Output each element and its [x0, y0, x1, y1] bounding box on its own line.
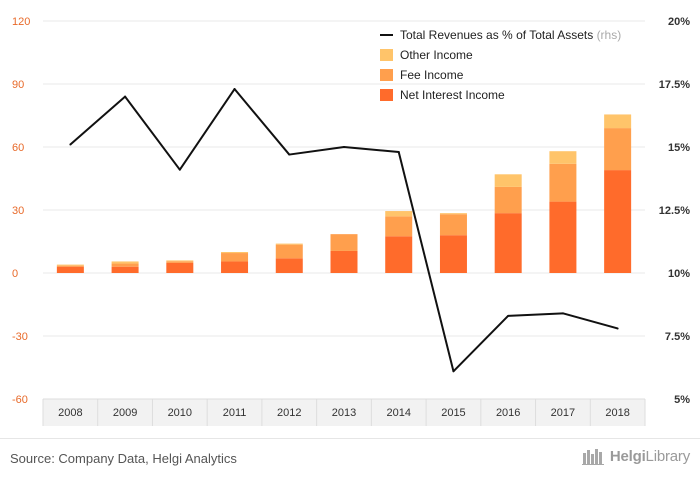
x-tick-label: 2017 — [551, 407, 575, 419]
bar-other-income-2012 — [275, 243, 303, 245]
line-series — [69, 88, 619, 373]
x-tick-label: 2008 — [58, 407, 82, 419]
x-tick-label: 2014 — [386, 407, 410, 419]
bar-fee-income-2012 — [275, 244, 303, 259]
bar-fee-income-2008 — [56, 265, 84, 267]
bar-fee-income-2009 — [111, 263, 139, 267]
line-point-2015 — [452, 370, 455, 373]
legend: Total Revenues as % of Total Assets (rhs… — [380, 28, 621, 102]
bar-net-interest-income-2017 — [549, 201, 577, 273]
right-axis: 20% 17.5% 15% 12.5% 10% 7.5% 5% — [659, 16, 690, 406]
bar-net-interest-income-2009 — [111, 266, 139, 273]
line-point-2012 — [288, 153, 291, 156]
bar-other-income-2017 — [549, 151, 577, 164]
legend-rhs-note: (rhs) — [597, 28, 622, 42]
legend-label: Other Income — [400, 48, 473, 62]
left-tick-label: 0 — [12, 268, 18, 280]
bar-other-income-2011 — [221, 252, 249, 254]
bar-series — [56, 114, 632, 273]
right-tick-label: 17.5% — [659, 79, 690, 91]
left-tick-label: -30 — [12, 331, 28, 343]
bar-net-interest-income-2018 — [604, 170, 632, 273]
footer-divider — [0, 438, 700, 439]
bar-fee-income-2011 — [221, 253, 249, 262]
legend-label-line: Total Revenues as % of Total Assets (rhs… — [400, 28, 621, 42]
legend-swatch — [380, 49, 393, 61]
x-tick-label: 2009 — [113, 407, 137, 419]
bar-net-interest-income-2014 — [385, 236, 413, 273]
bar-fee-income-2016 — [494, 186, 522, 214]
x-tick-label: 2010 — [168, 407, 192, 419]
right-tick-label: 7.5% — [665, 331, 690, 343]
bar-other-income-2014 — [385, 211, 413, 217]
line-point-2018 — [616, 327, 619, 330]
line-point-2017 — [561, 312, 564, 315]
legend-swatch — [380, 69, 393, 81]
bar-fee-income-2013 — [330, 234, 358, 251]
brand-name-part-1: Helgi — [609, 447, 646, 465]
bar-other-income-2015 — [439, 213, 467, 215]
x-tick-label: 2018 — [605, 407, 629, 419]
legend-label: Net Interest Income — [400, 88, 505, 102]
bar-other-income-2010 — [166, 260, 194, 262]
bar-other-income-2008 — [56, 264, 84, 266]
line-total-revenues-pct-assets — [69, 88, 618, 373]
line-point-2016 — [507, 314, 510, 317]
bar-other-income-2016 — [494, 174, 522, 187]
line-point-2011 — [233, 88, 236, 91]
library-icon — [581, 449, 604, 465]
right-tick-label: 10% — [668, 268, 690, 280]
chart: 120 90 60 30 0 -30 -60 20% 17.5% 15% 12.5% 10% 7.5%… — [12, 16, 690, 426]
right-tick-label: 20% — [668, 16, 690, 28]
x-tick-label: 2016 — [496, 407, 520, 419]
left-tick-label: 90 — [12, 79, 24, 91]
left-axis: 120 90 60 30 0 -30 -60 — [12, 16, 30, 406]
brand-name: HelgiLibrary — [610, 448, 690, 465]
bar-fee-income-2018 — [604, 128, 632, 171]
right-tick-label: 12.5% — [659, 205, 690, 217]
bar-fee-income-2014 — [385, 216, 413, 237]
bar-fee-income-2015 — [439, 214, 467, 236]
x-tick-label: 2013 — [332, 407, 356, 419]
bar-net-interest-income-2016 — [494, 213, 522, 273]
left-tick-label: 120 — [12, 16, 30, 28]
line-point-2013 — [343, 146, 345, 148]
left-tick-label: 30 — [12, 205, 24, 217]
x-axis-band — [43, 399, 645, 426]
x-tick-label: 2012 — [277, 407, 301, 419]
line-point-2014 — [397, 151, 400, 154]
brand-logo: HelgiLibrary — [581, 447, 690, 465]
right-tick-label: 15% — [668, 142, 690, 154]
bar-fee-income-2010 — [166, 261, 194, 263]
bar-net-interest-income-2008 — [56, 266, 84, 273]
legend-line-name: Total Revenues as % of Total Assets — [400, 28, 597, 42]
right-tick-label: 5% — [674, 394, 690, 406]
left-tick-label: 60 — [12, 142, 24, 154]
bar-other-income-2018 — [604, 114, 632, 129]
bar-net-interest-income-2013 — [330, 250, 358, 273]
x-tick-label: 2015 — [441, 407, 465, 419]
left-tick-label: -60 — [12, 394, 28, 406]
legend-swatch — [380, 89, 393, 101]
source-note: Source: Company Data, Helgi Analytics — [10, 451, 237, 466]
brand-name-part-2: Library — [645, 447, 691, 465]
bar-net-interest-income-2012 — [275, 258, 303, 273]
bar-other-income-2009 — [111, 261, 139, 264]
bar-net-interest-income-2010 — [166, 262, 194, 273]
legend-label: Fee Income — [400, 68, 464, 82]
line-point-2009 — [124, 95, 127, 98]
bar-net-interest-income-2015 — [439, 235, 467, 273]
bar-fee-income-2017 — [549, 163, 577, 202]
line-point-2008 — [69, 143, 72, 146]
bar-net-interest-income-2011 — [221, 261, 249, 273]
x-axis: 2008 2009 2010 2011 2012 2013 2014 2015 2016 2017… — [42, 398, 646, 426]
line-point-2010 — [178, 168, 181, 171]
x-tick-label: 2011 — [223, 407, 247, 419]
